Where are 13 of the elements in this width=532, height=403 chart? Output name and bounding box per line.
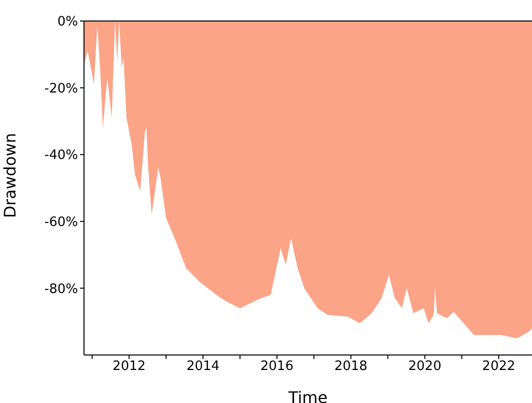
- x-tick-label: 2020: [408, 359, 442, 374]
- y-axis-title: Drawdown: [0, 133, 20, 218]
- x-axis-title: Time: [287, 388, 328, 403]
- x-tick-label: 2022: [482, 359, 516, 374]
- y-tick-label: -20%: [44, 81, 78, 96]
- y-tick-label: -80%: [44, 282, 78, 297]
- x-tick-label: 2012: [112, 359, 146, 374]
- y-tick-label: -60%: [44, 215, 78, 230]
- x-tick-label: 2018: [334, 359, 368, 374]
- x-tick-label: 2014: [186, 359, 220, 374]
- y-tick-label: -40%: [44, 148, 78, 164]
- y-tick-label: 0%: [57, 14, 78, 30]
- x-tick-label: 2016: [260, 359, 294, 374]
